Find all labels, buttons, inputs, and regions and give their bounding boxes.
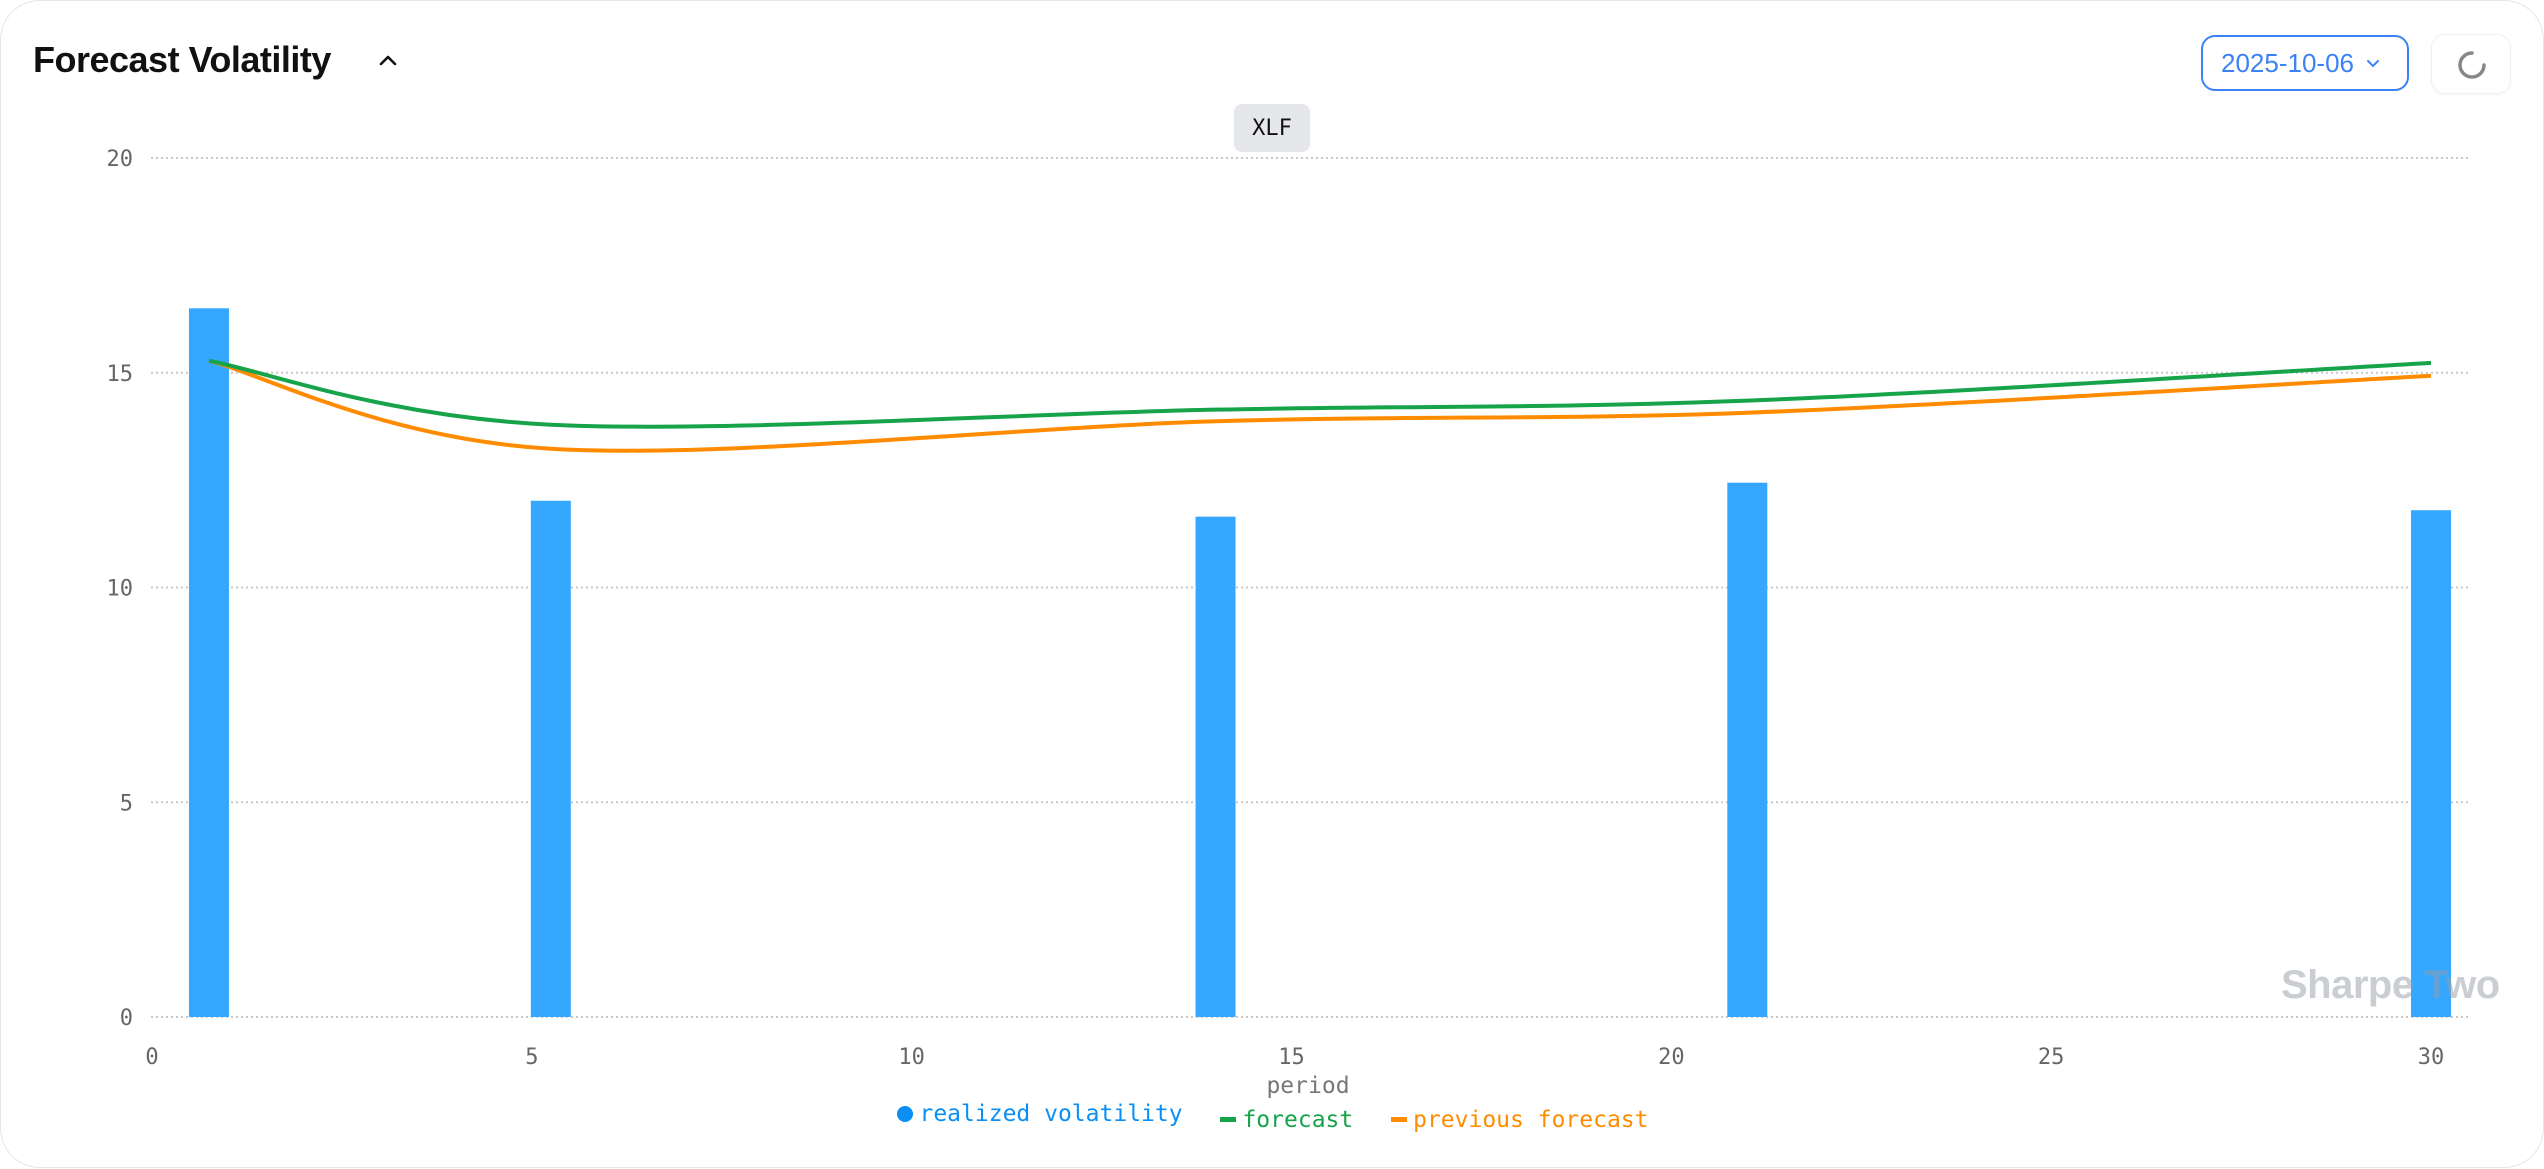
refresh-button[interactable]: [2431, 34, 2511, 94]
x-axis-label: period: [1266, 1073, 1350, 1099]
y-tick-label: 15: [107, 362, 134, 387]
x-tick-label: 30: [2418, 1045, 2445, 1070]
legend-label: previous forecast: [1413, 1106, 1649, 1133]
x-tick-label: 15: [1278, 1045, 1305, 1070]
legend-item-forecast[interactable]: forecast: [1220, 1107, 1353, 1133]
legend-line-icon: [1391, 1117, 1408, 1122]
y-tick-label: 5: [120, 791, 133, 816]
legend-dot-icon: [897, 1106, 914, 1122]
chevron-down-icon: [2367, 60, 2379, 68]
bar-realized-volatility: [2411, 510, 2451, 1017]
bar-realized-volatility: [1727, 482, 1768, 1017]
line-previous-forecast: [208, 358, 2432, 453]
chevron-up-icon[interactable]: [373, 45, 403, 75]
line-forecast: [208, 358, 2432, 429]
legend-label: realized volatility: [919, 1101, 1183, 1127]
x-tick-label: 5: [525, 1045, 538, 1070]
bar-realized-volatility: [530, 500, 571, 1018]
legend-item-previous[interactable]: previous forecast: [1391, 1106, 1649, 1133]
x-tick-label: 10: [898, 1045, 925, 1070]
bar-realized-volatility: [188, 308, 229, 1017]
chart-title-badge: XLF: [1234, 104, 1310, 152]
x-tick-label: 20: [1658, 1045, 1685, 1070]
card-title: Forecast Volatility: [33, 39, 331, 80]
bar-realized-volatility: [1195, 516, 1236, 1017]
x-tick-label: 25: [2038, 1045, 2065, 1070]
legend-label: forecast: [1242, 1106, 1354, 1133]
legend-item-realized[interactable]: realized volatility: [897, 1101, 1183, 1127]
y-tick-label: 10: [107, 577, 134, 602]
y-tick-label: 0: [120, 1006, 133, 1031]
x-tick-label: 0: [145, 1045, 158, 1070]
date-select[interactable]: 2025-10-06: [2201, 35, 2409, 91]
watermark: Sharpe Two: [2281, 963, 2500, 1007]
legend-line-icon: [1220, 1117, 1237, 1122]
legend: realized volatility forecast previous fo…: [1, 1101, 2544, 1133]
y-tick-label: 20: [107, 147, 134, 172]
loading-spinner-icon: [2458, 51, 2486, 79]
date-select-value: 2025-10-06: [2221, 47, 2354, 78]
